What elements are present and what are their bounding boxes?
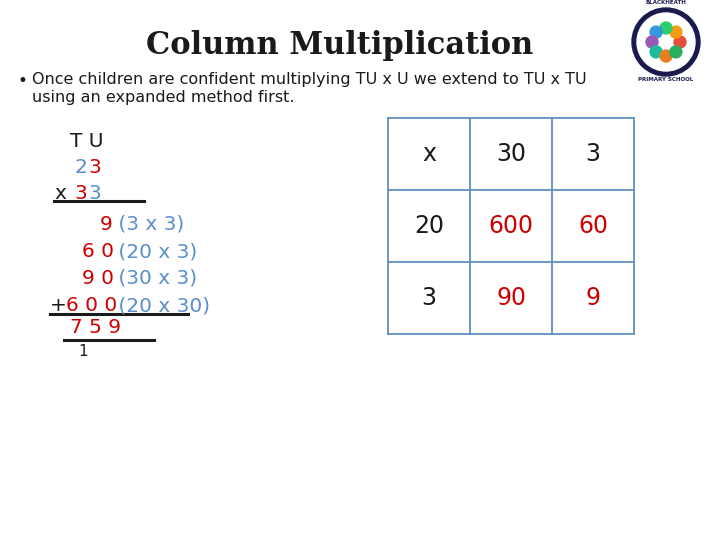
Text: 9: 9: [585, 286, 600, 310]
Text: 6 0: 6 0: [82, 242, 114, 261]
Circle shape: [650, 26, 662, 38]
Text: (20 x 30): (20 x 30): [112, 296, 210, 315]
Text: 3: 3: [88, 184, 101, 203]
Text: 2: 2: [74, 158, 87, 177]
Text: (3 x 3): (3 x 3): [112, 215, 184, 234]
Text: BLACKHEATH: BLACKHEATH: [646, 0, 686, 5]
Text: Column Multiplication: Column Multiplication: [146, 30, 534, 61]
Text: (30 x 3): (30 x 3): [112, 269, 197, 288]
Text: 3: 3: [585, 142, 600, 166]
Text: +: +: [50, 296, 67, 315]
Text: PRIMARY SCHOOL: PRIMARY SCHOOL: [639, 77, 693, 82]
Circle shape: [637, 13, 695, 71]
Circle shape: [660, 22, 672, 34]
Text: 3: 3: [88, 158, 101, 177]
Text: 20: 20: [414, 214, 444, 238]
Text: 6 0 0: 6 0 0: [66, 296, 117, 315]
Text: 9: 9: [100, 215, 113, 234]
Text: Once children are confident multiplying TU x U we extend to TU x TU: Once children are confident multiplying …: [32, 72, 587, 87]
Text: T U: T U: [70, 132, 104, 151]
Text: 7 5 9: 7 5 9: [70, 318, 121, 337]
Text: using an expanded method first.: using an expanded method first.: [32, 90, 294, 105]
Text: 1: 1: [78, 344, 88, 359]
Text: 90: 90: [496, 286, 526, 310]
Text: 3: 3: [74, 184, 86, 203]
Text: •: •: [18, 72, 28, 90]
Text: 3: 3: [421, 286, 436, 310]
Circle shape: [674, 36, 686, 48]
Circle shape: [632, 8, 700, 76]
Text: (20 x 3): (20 x 3): [112, 242, 197, 261]
Text: x: x: [422, 142, 436, 166]
Text: 30: 30: [496, 142, 526, 166]
Circle shape: [670, 46, 682, 58]
Text: x: x: [54, 184, 66, 203]
Text: 9 0: 9 0: [82, 269, 114, 288]
Circle shape: [660, 50, 672, 62]
Circle shape: [670, 26, 682, 38]
Circle shape: [650, 46, 662, 58]
Text: 600: 600: [488, 214, 534, 238]
Text: 60: 60: [578, 214, 608, 238]
Circle shape: [646, 36, 658, 48]
